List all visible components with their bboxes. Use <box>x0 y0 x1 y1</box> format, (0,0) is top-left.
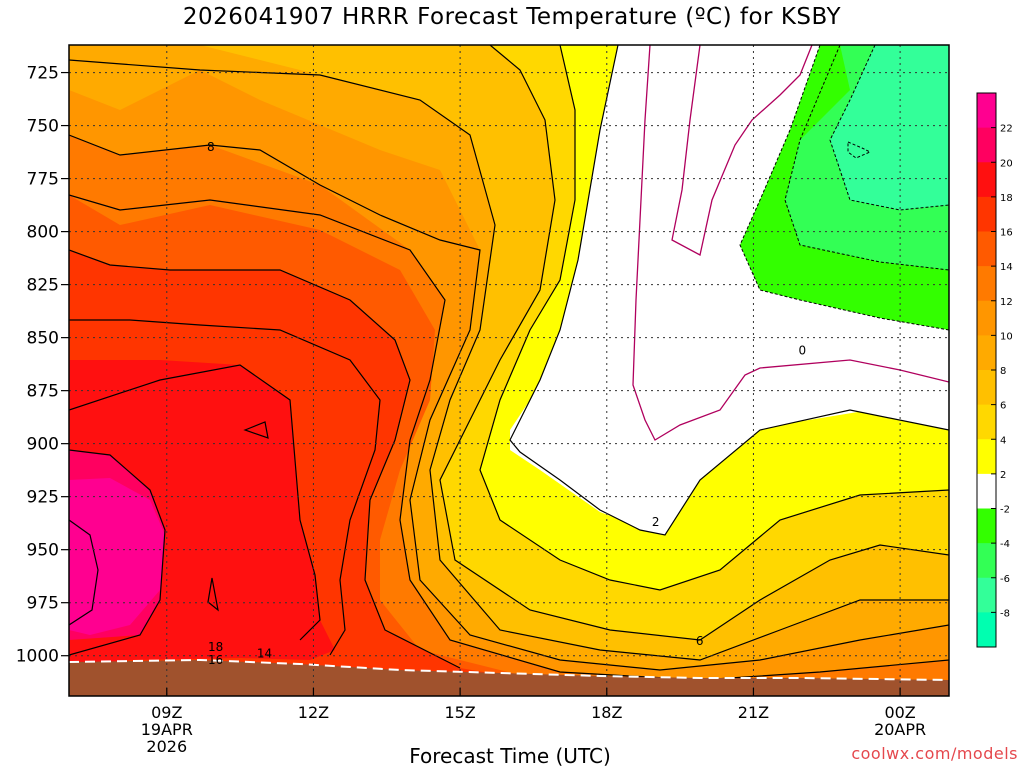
colorbar-tick-label: 8 <box>1000 366 1006 377</box>
colorbar-swatch <box>977 473 996 509</box>
colorbar-swatch <box>977 266 996 302</box>
colorbar-swatch <box>977 612 996 648</box>
colorbar-swatch <box>977 162 996 198</box>
contour-10 <box>69 134 949 671</box>
x-tick-label: 09Z <box>151 703 182 722</box>
colorbar-tick-label: 6 <box>1000 401 1006 412</box>
colorbar-tick-label: 2 <box>1000 470 1006 481</box>
colorbar-swatch <box>977 335 996 371</box>
contour-label: 14 <box>257 647 272 661</box>
x-tick-label: 2026 <box>146 737 187 756</box>
contour-20c <box>207 577 219 612</box>
y-tick-label: 925 <box>27 488 59 508</box>
colorbar-tick-label: 22 <box>1000 124 1013 135</box>
colorbar-tick-label: 10 <box>1000 331 1013 342</box>
grid-lines <box>69 45 949 696</box>
x-tick-label: 19APR <box>141 720 193 739</box>
y-tick-label: 750 <box>27 117 59 137</box>
colorbar-swatch <box>977 300 996 336</box>
colorbar-tick-label: -8 <box>1000 608 1010 619</box>
contour-label: 16 <box>208 653 223 667</box>
contour-16 <box>69 319 381 656</box>
colorbar-tick-label: 20 <box>1000 158 1013 169</box>
y-tick-label: 950 <box>27 541 59 561</box>
x-tick-label: 20APR <box>874 720 926 739</box>
contour-label: 2 <box>652 515 660 529</box>
contour-label: 8 <box>207 140 215 154</box>
contour-label: 6 <box>696 634 704 648</box>
chart-title: 2026041907 HRRR Forecast Temperature (ºC… <box>182 4 842 30</box>
colorbar-tick-label: 14 <box>1000 262 1013 273</box>
y-tick-label: 775 <box>27 170 59 190</box>
colorbar-tick-label: 16 <box>1000 228 1013 239</box>
credit-text: coolwx.com/models <box>851 744 1018 763</box>
plot-frame <box>68 44 950 697</box>
colorbar-swatch <box>977 93 996 129</box>
contour-20 <box>69 449 166 656</box>
temperature-fill <box>69 45 949 696</box>
contour-0b <box>671 45 813 256</box>
colorbar-swatch <box>977 404 996 440</box>
y-tick-label: 850 <box>27 329 59 349</box>
x-tick-label: 00Z <box>884 703 915 722</box>
x-tick-label: 12Z <box>298 703 329 722</box>
terrain-edge <box>68 658 950 681</box>
colorbar-swatch <box>977 543 996 579</box>
y-tick-label: 825 <box>27 276 59 296</box>
colorbar-swatch <box>977 127 996 163</box>
contour-14 <box>69 249 461 669</box>
contour-m2 <box>739 45 949 331</box>
terrain-fill <box>69 660 949 696</box>
colorbar-swatch <box>977 439 996 475</box>
y-tick-label: 725 <box>27 64 59 84</box>
negative-contours <box>632 45 949 441</box>
contour-8 <box>69 59 949 661</box>
y-tick-label: 1000 <box>16 647 59 667</box>
contour-m8 <box>847 141 872 159</box>
y-tick-label: 800 <box>27 223 59 243</box>
y-tick-label: 900 <box>27 435 59 455</box>
contour-0a <box>632 45 949 441</box>
contour-22 <box>69 519 99 626</box>
y-tick-label: 975 <box>27 594 59 614</box>
contour-m4 <box>784 45 949 271</box>
contour-label: 0 <box>799 343 807 357</box>
x-tick-label: 15Z <box>444 703 475 722</box>
colorbar-swatch <box>977 231 996 267</box>
colorbar-tick-label: -4 <box>1000 539 1010 550</box>
colorbar-tick-label: 12 <box>1000 297 1013 308</box>
colorbar-tick-label: -6 <box>1000 574 1010 585</box>
colorbar-swatch <box>977 508 996 544</box>
x-axis-label: Forecast Time (UTC) <box>409 744 611 768</box>
band-m6-m8 <box>830 45 949 210</box>
y-axis: 725 750 775 800 825 850 875 900 925 950 975 1000 <box>16 64 69 667</box>
y-tick-label: 875 <box>27 382 59 402</box>
contour-20b <box>243 421 269 439</box>
contour-m6 <box>829 45 949 211</box>
contour-6 <box>439 45 949 641</box>
x-tick-label: 18Z <box>591 703 622 722</box>
contour-2 <box>509 45 949 536</box>
colorbar: 22 20 18 16 14 12 10 8 6 4 2 -2 -4 -6 -8 <box>976 92 1013 648</box>
colorbar-swatch <box>977 577 996 613</box>
x-tick-label: 21Z <box>738 703 769 722</box>
colorbar-swatch <box>977 196 996 232</box>
contour-label: 18 <box>208 640 223 654</box>
colorbar-tick-label: 4 <box>1000 435 1006 446</box>
colorbar-tick-label: 18 <box>1000 193 1013 204</box>
contour-18 <box>69 364 321 641</box>
colorbar-tick-label: -2 <box>1000 505 1010 516</box>
contour-4 <box>479 45 949 591</box>
band-22 <box>69 478 165 635</box>
colorbar-swatch <box>977 370 996 406</box>
